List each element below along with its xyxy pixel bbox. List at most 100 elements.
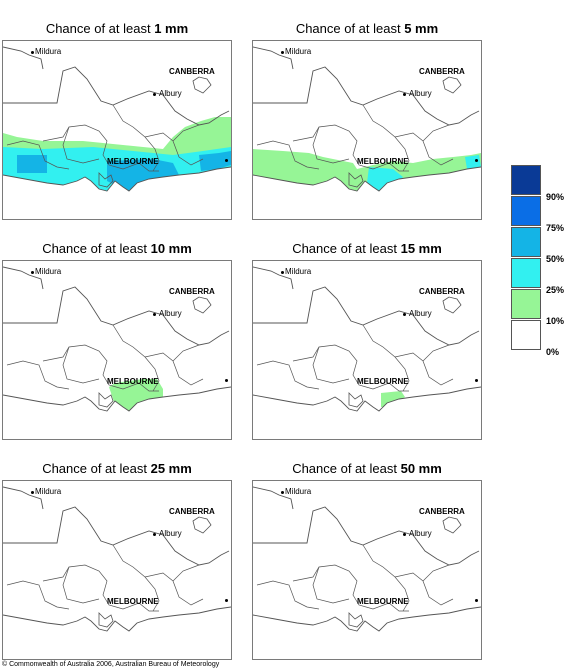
act-boundary [442,296,462,314]
rainfall-probability-area [17,151,231,195]
district-boundary [394,572,454,606]
district-boundary [394,132,454,166]
port-phillip-bay [348,392,364,408]
rainfall-probability-area [109,379,163,415]
port-phillip-bay [348,172,364,188]
district-boundary [144,132,204,166]
coastline [253,386,481,412]
place-marker [281,51,284,54]
district-boundary [172,124,200,142]
place-label-canberra: CANBERRA [169,287,215,296]
district-boundary [138,382,159,392]
coastline [3,386,231,412]
legend-label-90: 90% [546,192,565,202]
sea-area [253,167,481,219]
district-boundary [422,564,450,582]
panel-title: Chance of at least 5 mm [252,20,482,38]
place-label-canberra: CANBERRA [169,67,215,76]
place-label-melbourne: MELBOURNE [357,377,409,386]
place-label-melbourne: MELBOURNE [357,157,409,166]
state-boundary [3,266,44,290]
district-boundary [172,344,200,362]
port-phillip-bay [98,172,114,188]
panel-title-prefix: Chance of at least [295,21,405,36]
place-marker [153,533,156,536]
district-boundary [256,360,320,390]
legend-swatch-90 [511,165,541,195]
place-label-melbourne: MELBOURNE [107,597,159,606]
district-boundary [394,352,454,386]
sea-area [3,387,231,439]
district-boundary [42,564,140,610]
place-label-albury: Albury [409,309,432,318]
place-marker [475,599,478,602]
place-label-albury: Albury [159,529,182,538]
place-label-melbourne: MELBOURNE [107,157,159,166]
district-boundary [292,344,390,390]
victoria-map: Mildura CANBERRA Albury MELBOURNE [252,260,482,440]
victoria-map: Mildura CANBERRA Albury MELBOURNE [252,480,482,660]
place-label-mildura: Mildura [285,267,312,276]
sea-area [3,167,231,219]
panel-threshold: 1 mm [154,21,189,36]
place-label-albury: Albury [409,89,432,98]
panel-title: Chance of at least 10 mm [2,240,232,258]
district-boundary [312,346,350,384]
place-marker [31,51,34,54]
state-boundary [253,266,294,290]
district-boundary [292,124,390,170]
map-canvas [3,46,231,219]
district-boundary [292,564,390,610]
place-label-canberra: CANBERRA [419,67,465,76]
district-boundary [144,352,204,386]
state-boundary [3,506,230,566]
place-marker [31,271,34,274]
state-boundary [253,46,294,70]
state-boundary [3,46,44,70]
act-boundary [192,516,212,534]
legend-swatch-75 [511,196,541,226]
panel-title: Chance of at least 1 mm [2,20,232,38]
district-boundary [6,360,70,390]
place-marker [225,379,228,382]
legend-swatch-25 [511,258,541,288]
state-boundary [3,66,230,126]
district-boundary [42,344,140,390]
legend-label-50: 50% [546,254,565,264]
place-label-albury: Albury [409,529,432,538]
place-label-canberra: CANBERRA [419,507,465,516]
place-marker [31,491,34,494]
place-label-melbourne: MELBOURNE [357,597,409,606]
map-canvas [253,486,481,659]
map-canvas [3,266,231,439]
state-boundary [3,486,44,510]
state-boundary [3,286,230,346]
district-boundary [138,162,159,172]
district-boundary [62,346,100,384]
sea-area [3,607,231,659]
place-marker [153,93,156,96]
district-boundary [6,140,70,170]
district-boundary [388,382,409,392]
district-boundary [388,602,409,612]
district-boundary [6,580,70,610]
panel-threshold: 5 mm [404,21,439,36]
act-boundary [442,76,462,94]
place-label-melbourne: MELBOURNE [107,377,159,386]
district-boundary [144,572,204,606]
panel-title: Chance of at least 15 mm [252,240,482,258]
act-boundary [442,516,462,534]
panel-threshold: 50 mm [400,461,442,476]
place-label-mildura: Mildura [35,47,62,56]
place-marker [475,159,478,162]
victoria-map: Mildura CANBERRA Albury MELBOURNE [2,40,232,220]
state-boundary [253,66,480,126]
place-marker [225,159,228,162]
state-boundary [253,486,294,510]
copyright-notice: © Commonwealth of Australia 2006, Austra… [2,661,220,668]
district-boundary [422,124,450,142]
panel-title-prefix: Chance of at least [292,241,401,256]
place-label-canberra: CANBERRA [419,287,465,296]
district-boundary [256,580,320,610]
panel-title-prefix: Chance of at least [42,461,151,476]
